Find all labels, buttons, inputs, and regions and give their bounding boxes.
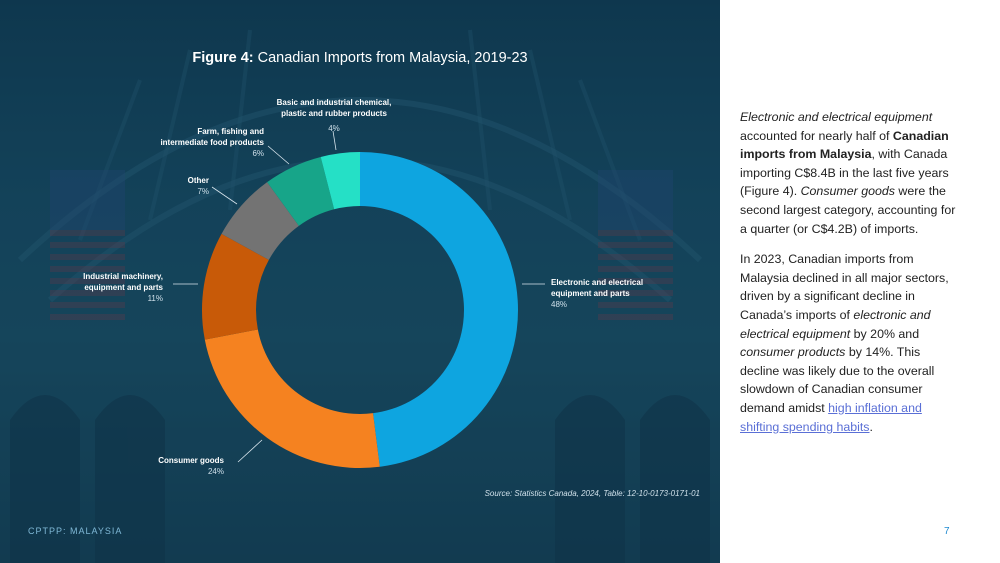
label-farm-line1: Farm, fishing and [197, 127, 264, 136]
p1-text-1: accounted for nearly half of [740, 128, 893, 143]
label-other-pct: 7% [197, 187, 209, 196]
chart-title: Figure 4: Canadian Imports from Malaysia… [0, 50, 720, 66]
leader-lines [173, 130, 545, 463]
page-number: 7 [944, 526, 950, 537]
slice-chemical [320, 152, 360, 210]
p1-italic-2: Consumer goods [800, 184, 895, 199]
label-chemical-pct: 4% [328, 124, 340, 133]
figure-panel: Figure 4: Canadian Imports from Malaysia… [0, 0, 720, 563]
p2-text-3: by 14%. This decline was likely due to t… [740, 345, 935, 415]
p2-italic-1: electronic and electrical equipment [740, 307, 931, 341]
label-industrial-line1: Industrial machinery, [83, 272, 163, 281]
body-text: Electronic and electrical equipment acco… [740, 108, 960, 448]
leader-line-consumer [237, 439, 263, 463]
leader-line-farm [267, 145, 290, 165]
label-electronic: Electronic and electrical equipment and … [551, 277, 643, 310]
p2-text-4: . [869, 419, 873, 434]
slice-electronic [360, 152, 519, 467]
p1-text-2: , with Canada importing C$8.4B in the la… [740, 147, 949, 199]
slice-industrial [201, 233, 269, 340]
label-farm: Farm, fishing and intermediate food prod… [160, 126, 264, 159]
background-photo [0, 0, 720, 563]
leader-line-other [211, 186, 238, 205]
p1-text-3: were the second largest category, accoun… [740, 184, 956, 236]
label-chemical-line1: Basic and industrial chemical, [276, 98, 392, 107]
label-industrial: Industrial machinery, equipment and part… [83, 271, 163, 304]
p1-bold-1: Canadian imports from Malaysia [740, 128, 949, 162]
donut-chart [173, 130, 545, 468]
p1-italic-1: Electronic and electrical equipment [740, 110, 933, 124]
label-electronic-pct: 48% [551, 300, 568, 309]
inflation-link[interactable]: high inflation and shifting spending hab… [740, 400, 922, 434]
label-farm-pct: 6% [252, 149, 264, 158]
label-consumer: Consumer goods 24% [158, 455, 224, 477]
chart-title-prefix: Figure 4: [192, 50, 254, 66]
label-farm-line2: intermediate food products [160, 138, 264, 147]
p2-text-2: by 20% and [850, 326, 920, 341]
footer-section-title: CPTPP: MALAYSIA [28, 526, 123, 536]
label-consumer-name: Consumer goods [158, 456, 224, 465]
chart-source: Source: Statistics Canada, 2024, Table: … [484, 489, 700, 498]
paragraph-2: In 2023, Canadian imports from Malaysia … [740, 250, 960, 436]
label-industrial-line2: equipment and parts [84, 283, 163, 292]
p2-text-1: In 2023, Canadian imports from Malaysia … [740, 252, 949, 322]
leader-line-chemical [332, 130, 337, 151]
paragraph-1: Electronic and electrical equipment acco… [740, 108, 960, 238]
label-electronic-line1: Electronic and electrical [551, 278, 644, 287]
label-consumer-pct: 24% [207, 467, 224, 476]
slice-consumer [204, 329, 380, 468]
chart-title-text: Canadian Imports from Malaysia, 2019-23 [253, 50, 528, 66]
label-other: Other 7% [188, 175, 209, 197]
label-chemical-line2: plastic and rubber products [281, 109, 387, 118]
label-industrial-pct: 11% [147, 294, 163, 303]
label-other-name: Other [187, 176, 209, 185]
slice-farm [267, 156, 335, 226]
label-chemical: Basic and industrial chemical, plastic a… [254, 97, 414, 134]
p2-italic-2: consumer products [740, 345, 846, 360]
label-electronic-line2: equipment and parts [551, 289, 630, 298]
slice-other [221, 182, 299, 260]
